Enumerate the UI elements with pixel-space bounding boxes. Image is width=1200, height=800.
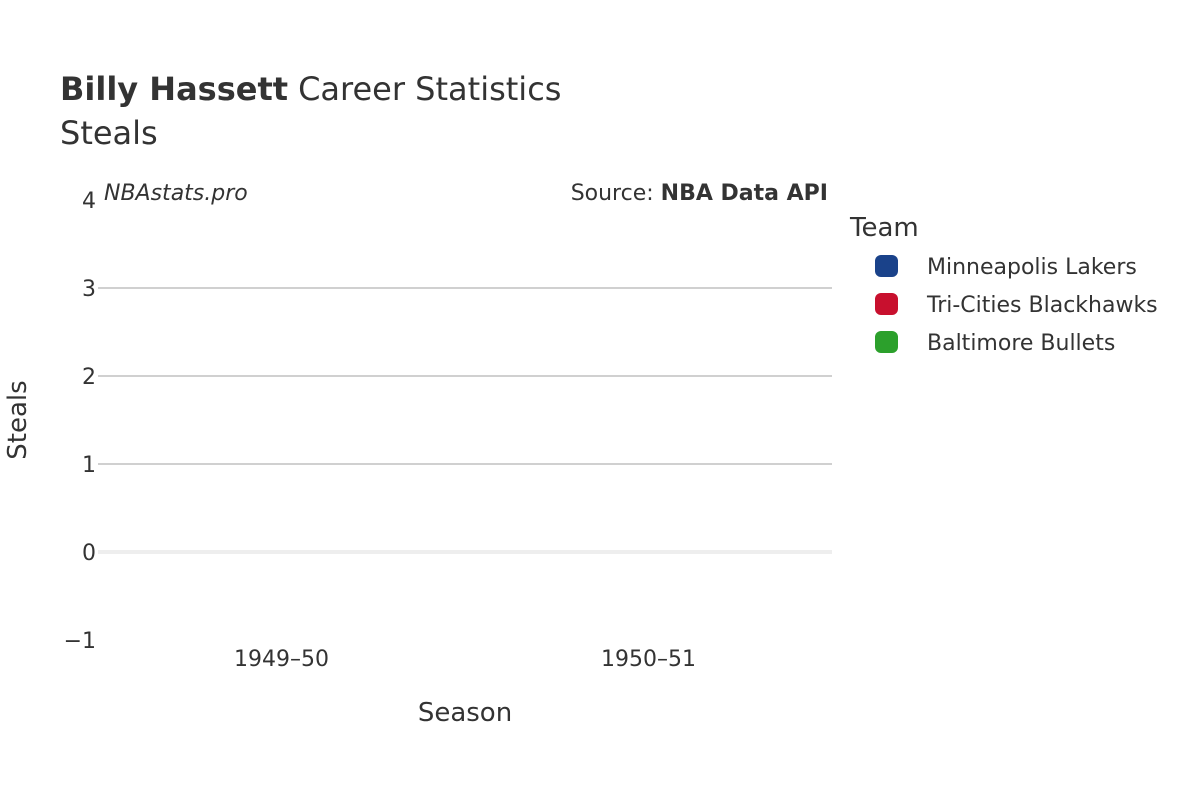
- y-axis-label: Steals: [3, 380, 33, 459]
- legend-swatch: [875, 293, 898, 315]
- x-axis-label: Season: [418, 698, 512, 728]
- y-tick-labels: −1 0 1 2 3 4: [64, 189, 96, 654]
- y-tick-label: 0: [82, 541, 96, 566]
- legend: Minneapolis Lakers Tri-Cities Blackhawks B…: [875, 255, 1158, 356]
- y-tick-label: −1: [64, 629, 96, 654]
- legend-label: Tri-Cities Blackhawks: [926, 293, 1158, 318]
- source-credit: Source: NBA Data API: [571, 181, 828, 206]
- legend-label: Baltimore Bullets: [927, 331, 1115, 356]
- y-tick-label: 2: [82, 365, 96, 390]
- x-tick-labels: 1949–50 1950–51: [234, 647, 696, 672]
- y-tick-label: 4: [82, 189, 96, 214]
- legend-swatch: [875, 255, 898, 277]
- legend-entry[interactable]: Minneapolis Lakers: [875, 255, 1137, 280]
- legend-entry[interactable]: Baltimore Bullets: [875, 331, 1115, 356]
- source-prefix: Source:: [571, 181, 661, 206]
- legend-label: Minneapolis Lakers: [927, 255, 1137, 280]
- legend-title: Team: [849, 213, 919, 243]
- chart-subtitle: Steals: [60, 114, 158, 152]
- chart-title: Billy Hassett Career Statistics: [60, 70, 561, 108]
- x-tick-label: 1950–51: [601, 647, 696, 672]
- y-tick-label: 1: [82, 453, 96, 478]
- legend-entry[interactable]: Tri-Cities Blackhawks: [875, 293, 1158, 318]
- legend-swatch: [875, 331, 898, 353]
- y-tick-label: 3: [82, 277, 96, 302]
- chart-title-bold: Billy Hassett: [60, 70, 288, 108]
- watermark: NBAstats.pro: [104, 181, 248, 206]
- grid-layer: [98, 287, 832, 554]
- chart-title-rest: Career Statistics: [298, 70, 561, 108]
- x-tick-label: 1949–50: [234, 647, 329, 672]
- source-name: NBA Data API: [661, 181, 828, 206]
